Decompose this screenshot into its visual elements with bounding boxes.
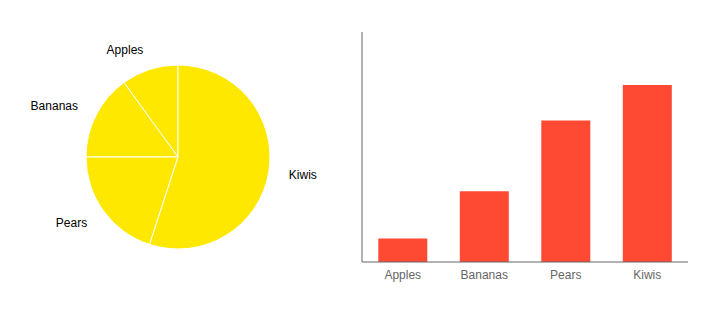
svg-text:Bananas: Bananas (31, 99, 78, 113)
svg-text:Bananas: Bananas (461, 268, 508, 282)
svg-text:Pears: Pears (56, 216, 87, 230)
svg-text:Kiwis: Kiwis (289, 168, 317, 182)
svg-text:Kiwis: Kiwis (633, 268, 661, 282)
svg-text:Apples: Apples (107, 43, 144, 57)
svg-text:Apples: Apples (384, 268, 421, 282)
svg-text:Pears: Pears (550, 268, 581, 282)
